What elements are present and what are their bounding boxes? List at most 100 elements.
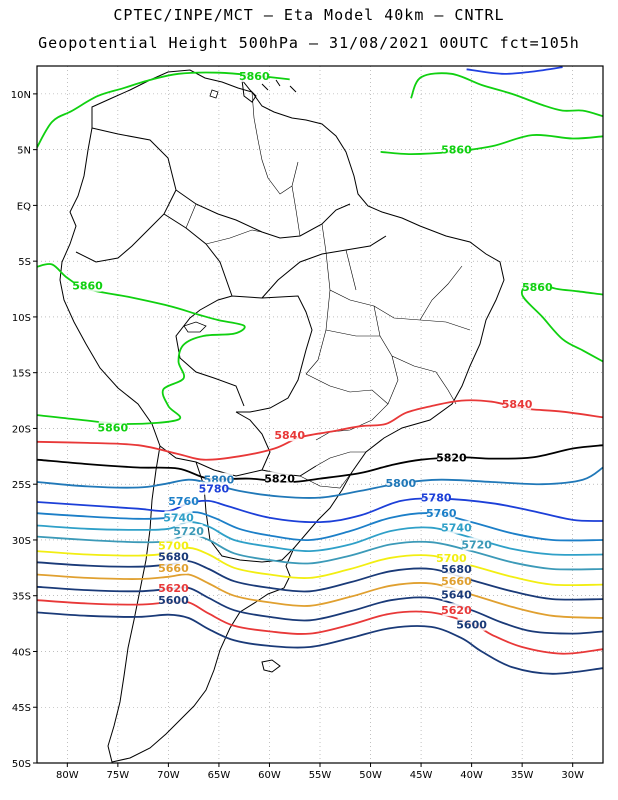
contour-label-bg <box>442 603 471 617</box>
contour-label-5820: 5820 <box>264 473 295 486</box>
contour-label-5720: 5720 <box>173 525 204 538</box>
contour-label-bg <box>437 450 466 464</box>
coastline-borders <box>59 69 505 763</box>
contour-5720 <box>36 533 604 571</box>
contour-label-5640: 5640 <box>441 589 472 602</box>
contour-label-5700: 5700 <box>158 540 189 553</box>
contour-label-bg <box>159 538 188 552</box>
south-america-coastline <box>59 69 505 763</box>
contour-label-bg <box>159 549 188 563</box>
contour-label-5700: 5700 <box>436 552 467 565</box>
chart-title-line1: CPTEC/INPE/MCT — Eta Model 40km — CNTRL <box>113 6 505 24</box>
contour-5680 <box>36 560 604 601</box>
falkland-islands <box>261 659 281 673</box>
contour-label-bg <box>442 561 471 575</box>
lat-tick-label: 40S <box>12 647 31 658</box>
contour-5860 <box>36 263 246 425</box>
contour-label-5620: 5620 <box>441 604 472 617</box>
lon-tick-label: 80W <box>56 770 79 781</box>
country-borders <box>75 127 387 563</box>
contour-label-bg <box>442 587 471 601</box>
lon-tick-label: 55W <box>309 770 332 781</box>
contour-label-bg <box>159 593 188 607</box>
contour-label-5860: 5860 <box>441 144 472 157</box>
contour-5600 <box>36 611 604 675</box>
contour-5700 <box>36 546 604 587</box>
lon-tick-label: 60W <box>258 770 281 781</box>
contour-5760 <box>36 511 604 542</box>
contour-5880 <box>466 66 563 75</box>
lon-tick-label: 65W <box>208 770 231 781</box>
contour-5860 <box>410 72 604 118</box>
contour-label-bg <box>442 142 471 156</box>
lat-tick-label: 50S <box>12 759 31 770</box>
contour-label-5600: 5600 <box>158 594 189 607</box>
caribbean-islands <box>241 78 297 103</box>
contour-label-bg <box>159 580 188 594</box>
contour-label-5820: 5820 <box>436 451 467 464</box>
lon-tick-label: 35W <box>511 770 534 781</box>
contour-label-bg <box>169 493 198 507</box>
contour-label-5740: 5740 <box>163 512 194 525</box>
contour-label-5840: 5840 <box>274 429 305 442</box>
lat-tick-label: 25S <box>12 480 31 491</box>
contour-label-5860: 5860 <box>239 70 270 83</box>
lon-tick-label: 40W <box>460 770 483 781</box>
contour-5740 <box>36 521 604 556</box>
lon-tick-label: 45W <box>410 770 433 781</box>
contour-label-bg <box>240 69 269 83</box>
contour-label-bg <box>386 476 415 490</box>
contour-label-5680: 5680 <box>158 551 189 564</box>
lat-lon-grid <box>37 66 603 764</box>
contour-label-5780: 5780 <box>421 492 452 505</box>
height-contours <box>36 66 604 675</box>
contour-label-bg <box>265 471 294 485</box>
contour-labels: 5860 5860 5860 5860 5860 5840 5840 5820 5820 5800… <box>72 69 553 632</box>
contour-5780 <box>36 497 604 524</box>
contour-5840 <box>36 399 604 461</box>
contour-label-bg <box>422 490 451 504</box>
lon-tick-label: 50W <box>359 770 382 781</box>
lon-tick-label: 75W <box>107 770 130 781</box>
contour-label-bg <box>199 481 228 495</box>
contour-label-bg <box>164 510 193 524</box>
contour-label-bg <box>503 396 532 410</box>
lat-tick-label: EQ <box>17 201 31 212</box>
contour-5860 <box>380 133 604 156</box>
contour-5820 <box>36 444 604 483</box>
contour-label-5680: 5680 <box>441 563 472 576</box>
contour-label-5860: 5860 <box>97 421 128 434</box>
contour-label-5840: 5840 <box>502 398 533 411</box>
contour-label-5660: 5660 <box>158 562 189 575</box>
contour-label-5600: 5600 <box>456 619 487 632</box>
contour-label-5740: 5740 <box>441 522 472 535</box>
contour-label-5800: 5800 <box>386 477 417 490</box>
lat-tick-label: 30S <box>12 536 31 547</box>
contour-label-bg <box>442 520 471 534</box>
lat-tick-label: 10N <box>11 90 31 101</box>
contour-label-bg <box>98 420 127 434</box>
contour-5860 <box>36 71 290 148</box>
axis-ticks: 80W 75W 70W 65W 60W 55W 50W 45W 40W 35W 30W 10N 5N EQ… <box>11 90 584 781</box>
contour-5660 <box>36 573 604 619</box>
contour-label-bg <box>442 574 471 588</box>
contour-label-5780: 5780 <box>199 483 230 496</box>
lat-tick-label: 15S <box>12 369 31 380</box>
contour-label-5860: 5860 <box>72 280 103 293</box>
contour-5800 <box>36 466 604 499</box>
lat-tick-label: 45S <box>12 703 31 714</box>
contour-5860 <box>520 282 604 363</box>
contour-label-5660: 5660 <box>441 575 472 588</box>
lat-tick-label: 20S <box>12 424 31 435</box>
contour-label-5760: 5760 <box>168 495 199 508</box>
contour-label-bg <box>275 428 304 442</box>
lon-tick-label: 30W <box>561 770 584 781</box>
contour-label-bg <box>462 537 491 551</box>
contour-label-bg <box>437 550 466 564</box>
chart-title-line2: Geopotential Height 500hPa — 31/08/2021 … <box>38 34 580 52</box>
state-borders <box>185 91 471 489</box>
lat-tick-label: 5N <box>17 146 31 157</box>
lat-tick-label: 5S <box>18 257 31 268</box>
contour-label-bg <box>457 617 486 631</box>
